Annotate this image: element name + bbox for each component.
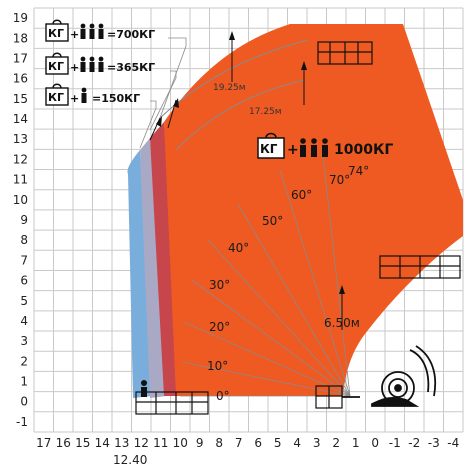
y-tick-label: 15 <box>13 92 28 106</box>
x-tick-label: 14 <box>95 436 110 450</box>
angle-label-50: 50° <box>262 214 283 228</box>
x-axis-ticks: 17 16 15 14 13 12 11 10 9 8 7 6 5 4 3 2 1 0 -1 -2 -3 -4 <box>36 436 459 450</box>
legend-label-150kg: =150КГ <box>92 92 140 105</box>
y-tick-label: 1 <box>20 375 28 389</box>
y-tick-label: 16 <box>13 72 28 86</box>
person-icon <box>141 380 147 397</box>
weight-kg-icon: КГ <box>45 83 69 106</box>
x-tick-label: 3 <box>313 436 321 450</box>
platform-icon <box>379 255 461 279</box>
person-icon <box>300 138 328 157</box>
x-tick-label: 16 <box>56 436 71 450</box>
dimension-label-17-25m: 17.25м <box>249 107 282 117</box>
x-tick-label: 13 <box>114 436 129 450</box>
x-tick-label: -4 <box>447 436 459 450</box>
weight-kg-icon: КГ <box>257 132 285 159</box>
y-tick-label: 18 <box>13 31 28 45</box>
angle-label-20: 20° <box>209 320 230 334</box>
angle-label-70: 70° <box>329 173 350 187</box>
arrow-up-icon <box>339 285 345 330</box>
envelope-365kg <box>140 138 166 398</box>
y-tick-label: 9 <box>20 213 28 227</box>
y-tick-label: 6 <box>20 274 28 288</box>
x-tick-label: 5 <box>274 436 282 450</box>
x-tick-label: 4 <box>293 436 301 450</box>
legend-label-700kg: =700КГ <box>107 28 155 41</box>
person-icon <box>80 56 104 72</box>
x-axis-extra-label: 12.40 <box>113 453 147 467</box>
main-load-label: КГ + 1000КГ <box>257 132 393 159</box>
weight-kg-icon: КГ <box>45 52 69 75</box>
y-tick-label: 7 <box>20 253 28 267</box>
x-tick-label: 11 <box>153 436 168 450</box>
legend: КГ + =700КГ КГ + =365КГ <box>45 19 187 149</box>
legend-item-150kg: КГ + =150КГ <box>45 83 140 106</box>
x-tick-label: 15 <box>75 436 90 450</box>
arrow-up-icon <box>229 31 235 82</box>
y-tick-label: 14 <box>13 112 28 126</box>
y-tick-label: 12 <box>13 152 28 166</box>
person-icon <box>81 87 87 103</box>
dimension-label-19-25m: 19.25м <box>213 83 246 93</box>
x-tick-label: 10 <box>173 436 188 450</box>
x-tick-label: -2 <box>408 436 420 450</box>
weight-kg-icon: КГ <box>45 19 69 42</box>
x-tick-label: 6 <box>254 436 262 450</box>
angle-label-10: 10° <box>207 359 228 373</box>
envelope-150kg <box>127 150 152 398</box>
angle-label-74: 74° <box>348 164 369 178</box>
y-tick-label: 11 <box>13 173 28 187</box>
platform-icon <box>135 391 209 415</box>
y-tick-label: 0 <box>20 395 28 409</box>
legend-label-365kg: =365КГ <box>107 61 155 74</box>
x-tick-label: 2 <box>332 436 340 450</box>
x-tick-label: 12 <box>134 436 149 450</box>
person-icon <box>80 23 104 39</box>
angle-label-60: 60° <box>291 188 312 202</box>
y-tick-label: 4 <box>20 314 28 328</box>
telehandler-base-icon <box>342 345 437 407</box>
x-tick-label: -3 <box>428 436 440 450</box>
envelope-1000kg <box>164 24 463 396</box>
x-tick-label: -1 <box>389 436 401 450</box>
y-tick-label: 17 <box>13 51 28 65</box>
x-tick-label: 0 <box>371 436 379 450</box>
svg-text:КГ: КГ <box>48 27 64 40</box>
x-tick-label: 1 <box>352 436 360 450</box>
angle-label-0: 0° <box>216 389 230 403</box>
angle-label-40: 40° <box>228 241 249 255</box>
x-tick-label: 9 <box>196 436 204 450</box>
svg-text:+: + <box>70 61 79 74</box>
angle-label-30: 30° <box>209 278 230 292</box>
svg-text:КГ: КГ <box>260 142 278 156</box>
svg-text:КГ: КГ <box>48 91 64 104</box>
legend-item-365kg: КГ + =365КГ <box>45 52 155 75</box>
svg-text:+: + <box>70 92 79 105</box>
y-tick-label: 3 <box>20 334 28 348</box>
arrow-up-icon <box>167 98 179 129</box>
arrow-up-icon <box>149 116 162 141</box>
x-tick-label: 17 <box>36 436 51 450</box>
main-load-value: 1000КГ <box>334 142 393 158</box>
arrow-up-icon <box>301 61 307 105</box>
y-tick-label: 10 <box>13 193 28 207</box>
y-tick-label: 5 <box>20 294 28 308</box>
svg-text:КГ: КГ <box>48 60 64 73</box>
svg-text:+: + <box>287 142 299 158</box>
x-tick-label: 8 <box>215 436 223 450</box>
y-tick-label: -1 <box>16 415 28 429</box>
y-tick-label: 2 <box>20 354 28 368</box>
legend-item-700kg: КГ + =700КГ <box>45 19 155 42</box>
svg-text:+: + <box>70 28 79 41</box>
platform-icon <box>317 41 373 65</box>
y-tick-label: 19 <box>13 11 28 25</box>
y-tick-label: 8 <box>20 233 28 247</box>
x-tick-label: 7 <box>235 436 243 450</box>
arc-17-25m <box>175 79 306 151</box>
y-tick-label: 13 <box>13 132 28 146</box>
